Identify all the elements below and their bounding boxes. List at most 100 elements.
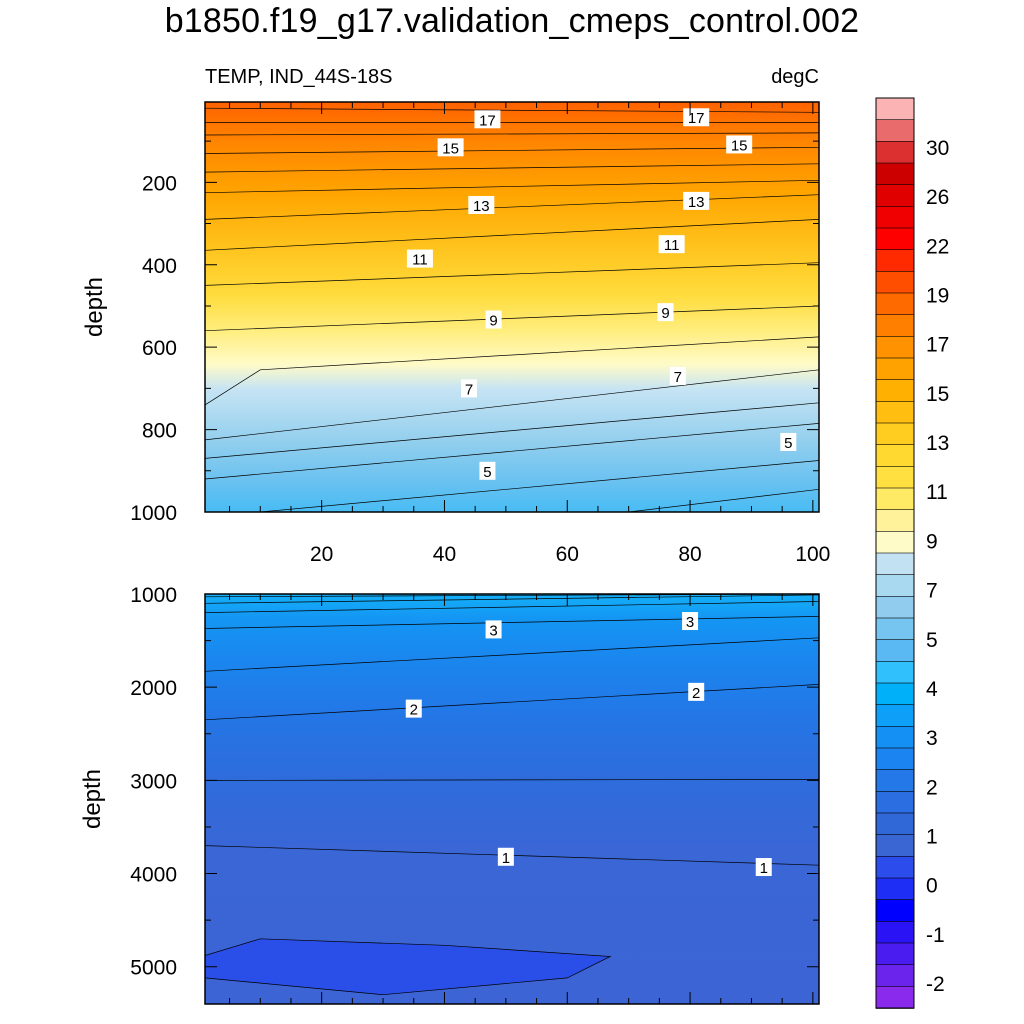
upper-contour-line-9 [205,305,819,332]
upper-contour-line-11 [205,369,819,441]
upper-right-label: degC [771,66,819,88]
svg-text:11: 11 [412,252,428,269]
colorbar-label-15: 0 [926,875,938,898]
colorbar-swatch-23 [875,596,915,619]
lower-ytick-label-1: 2000 [130,677,177,700]
upper-axis-ticks: 200 400 600 800 1000 20 40 60 80 100 [130,102,830,566]
colorbar-label-6: 13 [926,432,949,455]
colorbar-label-11: 4 [926,678,938,701]
upper-contour-line-14 [260,460,819,512]
lower-contour-line-8 [205,938,612,996]
colorbar-swatch-11 [875,336,915,359]
upper-fill [205,102,819,512]
lower-axis-ticks: 1000 2000 3000 4000 5000 [130,584,819,1004]
colorbar-label-9: 7 [926,580,938,603]
upper-contour-label-13: 5 [780,432,797,452]
colorbar-swatch-26 [875,661,915,684]
colorbar-swatch-8 [875,271,915,294]
colorbar-label-0: 30 [926,137,949,160]
lower-contour-line-3 [205,616,819,629]
colorbar-swatch-41 [875,986,915,1009]
upper-ytick-label-1: 400 [142,255,177,278]
colorbar-swatch-15 [875,422,915,446]
svg-text:13: 13 [473,198,490,215]
upper-contour-label-9: 9 [657,303,674,322]
upper-contour-line-10 [205,336,819,406]
upper-tick-marks [205,102,819,513]
colorbar-swatch-36 [875,877,915,901]
lower-ytick-label-3: 4000 [130,864,177,887]
colorbar-swatch-37 [875,899,915,923]
svg-text:1: 1 [502,850,510,867]
colorbar-label-3: 19 [926,285,949,308]
colorbar-swatch-28 [875,704,915,728]
lower-tick-marks [205,593,819,1004]
colorbar-swatch-18 [875,487,915,511]
colorbar-swatch-24 [875,617,915,641]
colorbar-swatch-40 [875,964,915,988]
colorbar-label-2: 22 [926,235,949,258]
upper-contour-line-13 [205,423,819,480]
upper-xtick-label-2: 60 [556,543,579,566]
colorbar-swatch-31 [875,769,915,793]
lower-contour-line-2 [205,601,819,613]
upper-contour-line-0 [205,107,819,113]
lower-frame [204,593,820,1005]
upper-xtick-label-1: 40 [433,543,456,566]
colorbar-swatch-7 [875,249,915,273]
lower-panel: 3 3 2 2 1 1 1000 2000 3000 4000 5000 depth [79,584,820,1005]
colorbar-swatch-4 [875,184,915,208]
upper-contour-line-12 [205,402,819,459]
colorbar-label-7: 11 [926,481,948,504]
upper-contour-line-3 [205,146,819,154]
lower-contour-label-1: 3 [682,612,699,631]
upper-ytick-label-0: 200 [142,172,177,195]
colorbar-swatch-20 [875,531,915,554]
colorbar-swatch-17 [875,466,915,489]
upper-ylabel: depth [81,277,108,337]
svg-text:15: 15 [731,137,748,154]
svg-text:9: 9 [661,305,669,322]
svg-text:17: 17 [479,112,496,129]
upper-contour-label-8: 9 [485,310,502,330]
lower-contour-label-4: 1 [497,847,514,867]
figure-title: b1850.f19_g17.validation_cmeps_control.0… [164,2,860,40]
upper-xtick-label-3: 80 [678,543,701,566]
colorbar-swatch-34 [875,834,915,858]
lower-contour-label-5: 1 [755,858,772,877]
upper-contour-label-0: 17 [474,110,501,129]
colorbar: 30 26 22 19 17 15 13 11 9 7 5 4 3 2 1 0 -1 -2 [875,97,949,1009]
colorbar-label-4: 17 [926,334,949,357]
svg-text:15: 15 [442,140,459,157]
lower-fill [205,594,819,1004]
upper-contour-label-10: 7 [461,379,478,398]
colorbar-swatch-3 [875,162,915,186]
lower-contour-line-4 [205,637,819,672]
colorbar-frame [875,97,915,1009]
upper-contour-line-5 [205,179,819,194]
lower-contour-label-2: 2 [405,699,422,719]
upper-xtick-label-4: 100 [795,543,830,566]
lower-contour-labels: 3 3 2 2 1 1 [405,612,772,877]
svg-text:3: 3 [489,622,497,639]
colorbar-swatch-35 [875,856,915,879]
colorbar-swatch-32 [875,791,915,814]
colorbar-label-8: 9 [926,530,938,553]
colorbar-swatch-13 [875,379,915,403]
colorbar-swatch-22 [875,574,915,598]
colorbar-label-14: 1 [926,825,938,848]
svg-text:5: 5 [784,435,792,452]
upper-contour-label-7: 11 [658,235,685,254]
colorbar-swatch-29 [875,726,915,749]
svg-text:11: 11 [664,237,680,254]
upper-contour-label-3: 15 [726,135,753,154]
colorbar-swatch-16 [875,444,915,468]
upper-contour-label-5: 13 [683,191,710,211]
upper-contour-label-2: 15 [437,138,464,157]
colorbar-label-10: 5 [926,629,938,652]
upper-contour-label-4: 13 [468,196,495,215]
colorbar-swatch-5 [875,206,915,229]
upper-contour-label-11: 7 [669,367,686,386]
upper-contour-line-6 [205,194,819,220]
